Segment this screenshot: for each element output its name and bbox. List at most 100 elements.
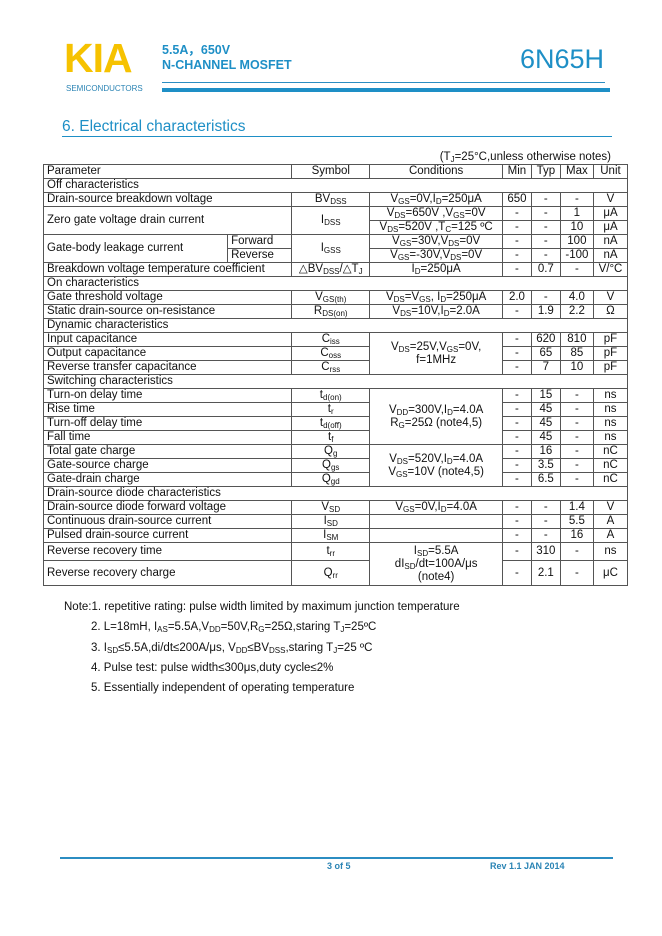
conditions-cell: VGS=0V,ID=250μA [369, 192, 503, 207]
parameter-cell: Zero gate voltage drain current [42, 206, 293, 235]
parameter-cell: Continuous drain-source current [42, 514, 293, 529]
parameter-cell: Gate threshold voltage [42, 290, 293, 305]
section-label: Dynamic characteristics [43, 318, 628, 333]
typ-cell: 7 [530, 360, 561, 375]
parameter-cell: Gate-drain charge [42, 472, 293, 487]
min-cell: 650 [501, 192, 532, 207]
parameter-cell: Rise time [42, 402, 293, 417]
conditions-cell: VGS=-30V,VDS=0V [369, 248, 503, 263]
kia-logo: KIA [64, 35, 133, 81]
unit-cell: ns [592, 388, 629, 403]
conditions-cell: VGS=30V,VDS=0V [369, 234, 503, 249]
symbol-cell: td(on) [291, 388, 371, 403]
section-row: Drain-source diode characteristics [43, 486, 628, 501]
electrical-characteristics-table: Parameter Symbol Conditions Min Typ Max Unit Of… [42, 164, 629, 586]
section-row: Off characteristics [43, 178, 628, 193]
table-row: Total gate charge Qg VDS=520V,ID=4.0A VGS=1… [42, 444, 629, 487]
header-divider-thick [162, 88, 610, 92]
parameter-cell: Total gate charge [42, 444, 293, 459]
parameter-cell: Input capacitance [42, 332, 293, 347]
symbol-cell: Qgd [291, 472, 371, 487]
test-condition-note: (TJ=25°C,unless otherwise notes) [439, 151, 611, 164]
min-cell: - [501, 248, 532, 263]
unit-cell: ns [592, 416, 629, 431]
parameter-subtype-cell: Forward [227, 234, 293, 249]
header-typ: Typ [530, 164, 561, 179]
part-number: 6N65H [519, 44, 604, 74]
section-title: Electrical characteristics [79, 118, 246, 135]
conditions-cell: ISD=5.5A dISD/dt=100A/μs (note4) [369, 542, 503, 586]
note-item: 2. L=18mH, IAS=5.5A,VDD=50V,RG=25Ω,stari… [91, 621, 377, 635]
min-cell: - [501, 346, 532, 361]
unit-cell: ns [592, 402, 629, 417]
typ-cell: 45 [530, 430, 561, 445]
min-cell: - [501, 560, 532, 586]
symbol-cell: Qgs [291, 458, 371, 473]
symbol-cell: Ciss [291, 332, 371, 347]
section-heading: 6. Electrical characteristics [62, 118, 612, 137]
section-row: Dynamic characteristics [43, 318, 628, 333]
unit-cell: nA [592, 248, 629, 263]
parameter-cell: Reverse recovery charge [42, 560, 293, 586]
typ-cell: 45 [530, 402, 561, 417]
min-cell: - [501, 206, 532, 221]
unit-cell: nC [592, 472, 629, 487]
conditions-cell: VDD=300V,ID=4.0A RG=25Ω (note4,5) [369, 388, 503, 445]
typ-cell: - [530, 514, 561, 529]
section-row: On characteristics [43, 276, 628, 291]
note-item: 5. Essentially independent of operating … [91, 682, 355, 695]
unit-cell: ns [592, 430, 629, 445]
conditions-cell: VDS=650V ,VGS=0V [369, 206, 503, 221]
table-header-row: Parameter Symbol Conditions Min Typ Max Unit [42, 164, 629, 179]
max-cell: - [559, 430, 594, 445]
min-cell: - [501, 458, 532, 473]
unit-cell: nC [592, 458, 629, 473]
conditions-cell: VDS=VGS, ID=250μA [369, 290, 503, 305]
table-row: Fall time tf -45- ns [42, 430, 629, 445]
conditions-cell [369, 528, 503, 543]
table-row: Output capacitance Coss -65 85 pF [42, 346, 629, 361]
parameter-cell: Breakdown voltage temperature coefficien… [42, 262, 293, 277]
typ-cell: 16 [530, 444, 561, 459]
typ-cell: 2.1 [530, 560, 561, 586]
conditions-cell: VDS=520V ,TC=125 ºC [369, 220, 503, 235]
max-cell: 810 [559, 332, 594, 347]
unit-cell: A [592, 528, 629, 543]
min-cell: - [501, 416, 532, 431]
typ-cell: - [530, 234, 561, 249]
symbol-cell: VSD [291, 500, 371, 515]
table-row: Zero gate voltage drain current IDSS VDS=6… [42, 206, 629, 235]
max-cell: 10 [559, 220, 594, 235]
parameter-cell: Reverse transfer capacitance [42, 360, 293, 375]
min-cell: - [501, 514, 532, 529]
max-cell: - [559, 560, 594, 586]
table-row: Turn-off delay time td(off) -45- ns [42, 416, 629, 431]
typ-cell: - [530, 220, 561, 235]
note-item: Note:1. repetitive rating: pulse width l… [64, 601, 460, 613]
device-spec: 5.5A，650V N-CHANNEL MOSFET [162, 43, 292, 73]
header-conditions: Conditions [369, 164, 503, 179]
min-cell: - [501, 444, 532, 459]
parameter-cell: Gate-body leakage current [42, 234, 229, 263]
symbol-cell: trr [291, 542, 371, 561]
header-max: Max [559, 164, 594, 179]
typ-cell: 6.5 [530, 472, 561, 487]
unit-cell: V [592, 290, 629, 305]
parameter-cell: Static drain-source on-resistance [42, 304, 293, 319]
max-cell: - [559, 388, 594, 403]
symbol-cell: Coss [291, 346, 371, 361]
max-cell: -100 [559, 248, 594, 263]
header-unit: Unit [592, 164, 629, 179]
typ-cell: - [530, 206, 561, 221]
unit-cell: μC [592, 560, 629, 586]
max-cell: - [559, 262, 594, 277]
symbol-cell: tr [291, 402, 371, 417]
header-min: Min [501, 164, 532, 179]
symbol-cell: Crss [291, 360, 371, 375]
max-cell: 5.5 [559, 514, 594, 529]
note-item: 4. Pulse test: pulse width≤300μs,duty cy… [91, 661, 334, 674]
max-cell: - [559, 416, 594, 431]
unit-cell: μA [592, 220, 629, 235]
min-cell: 2.0 [501, 290, 532, 305]
table-row: Reverse recovery charge Qrr -2.1- μC [42, 560, 629, 586]
